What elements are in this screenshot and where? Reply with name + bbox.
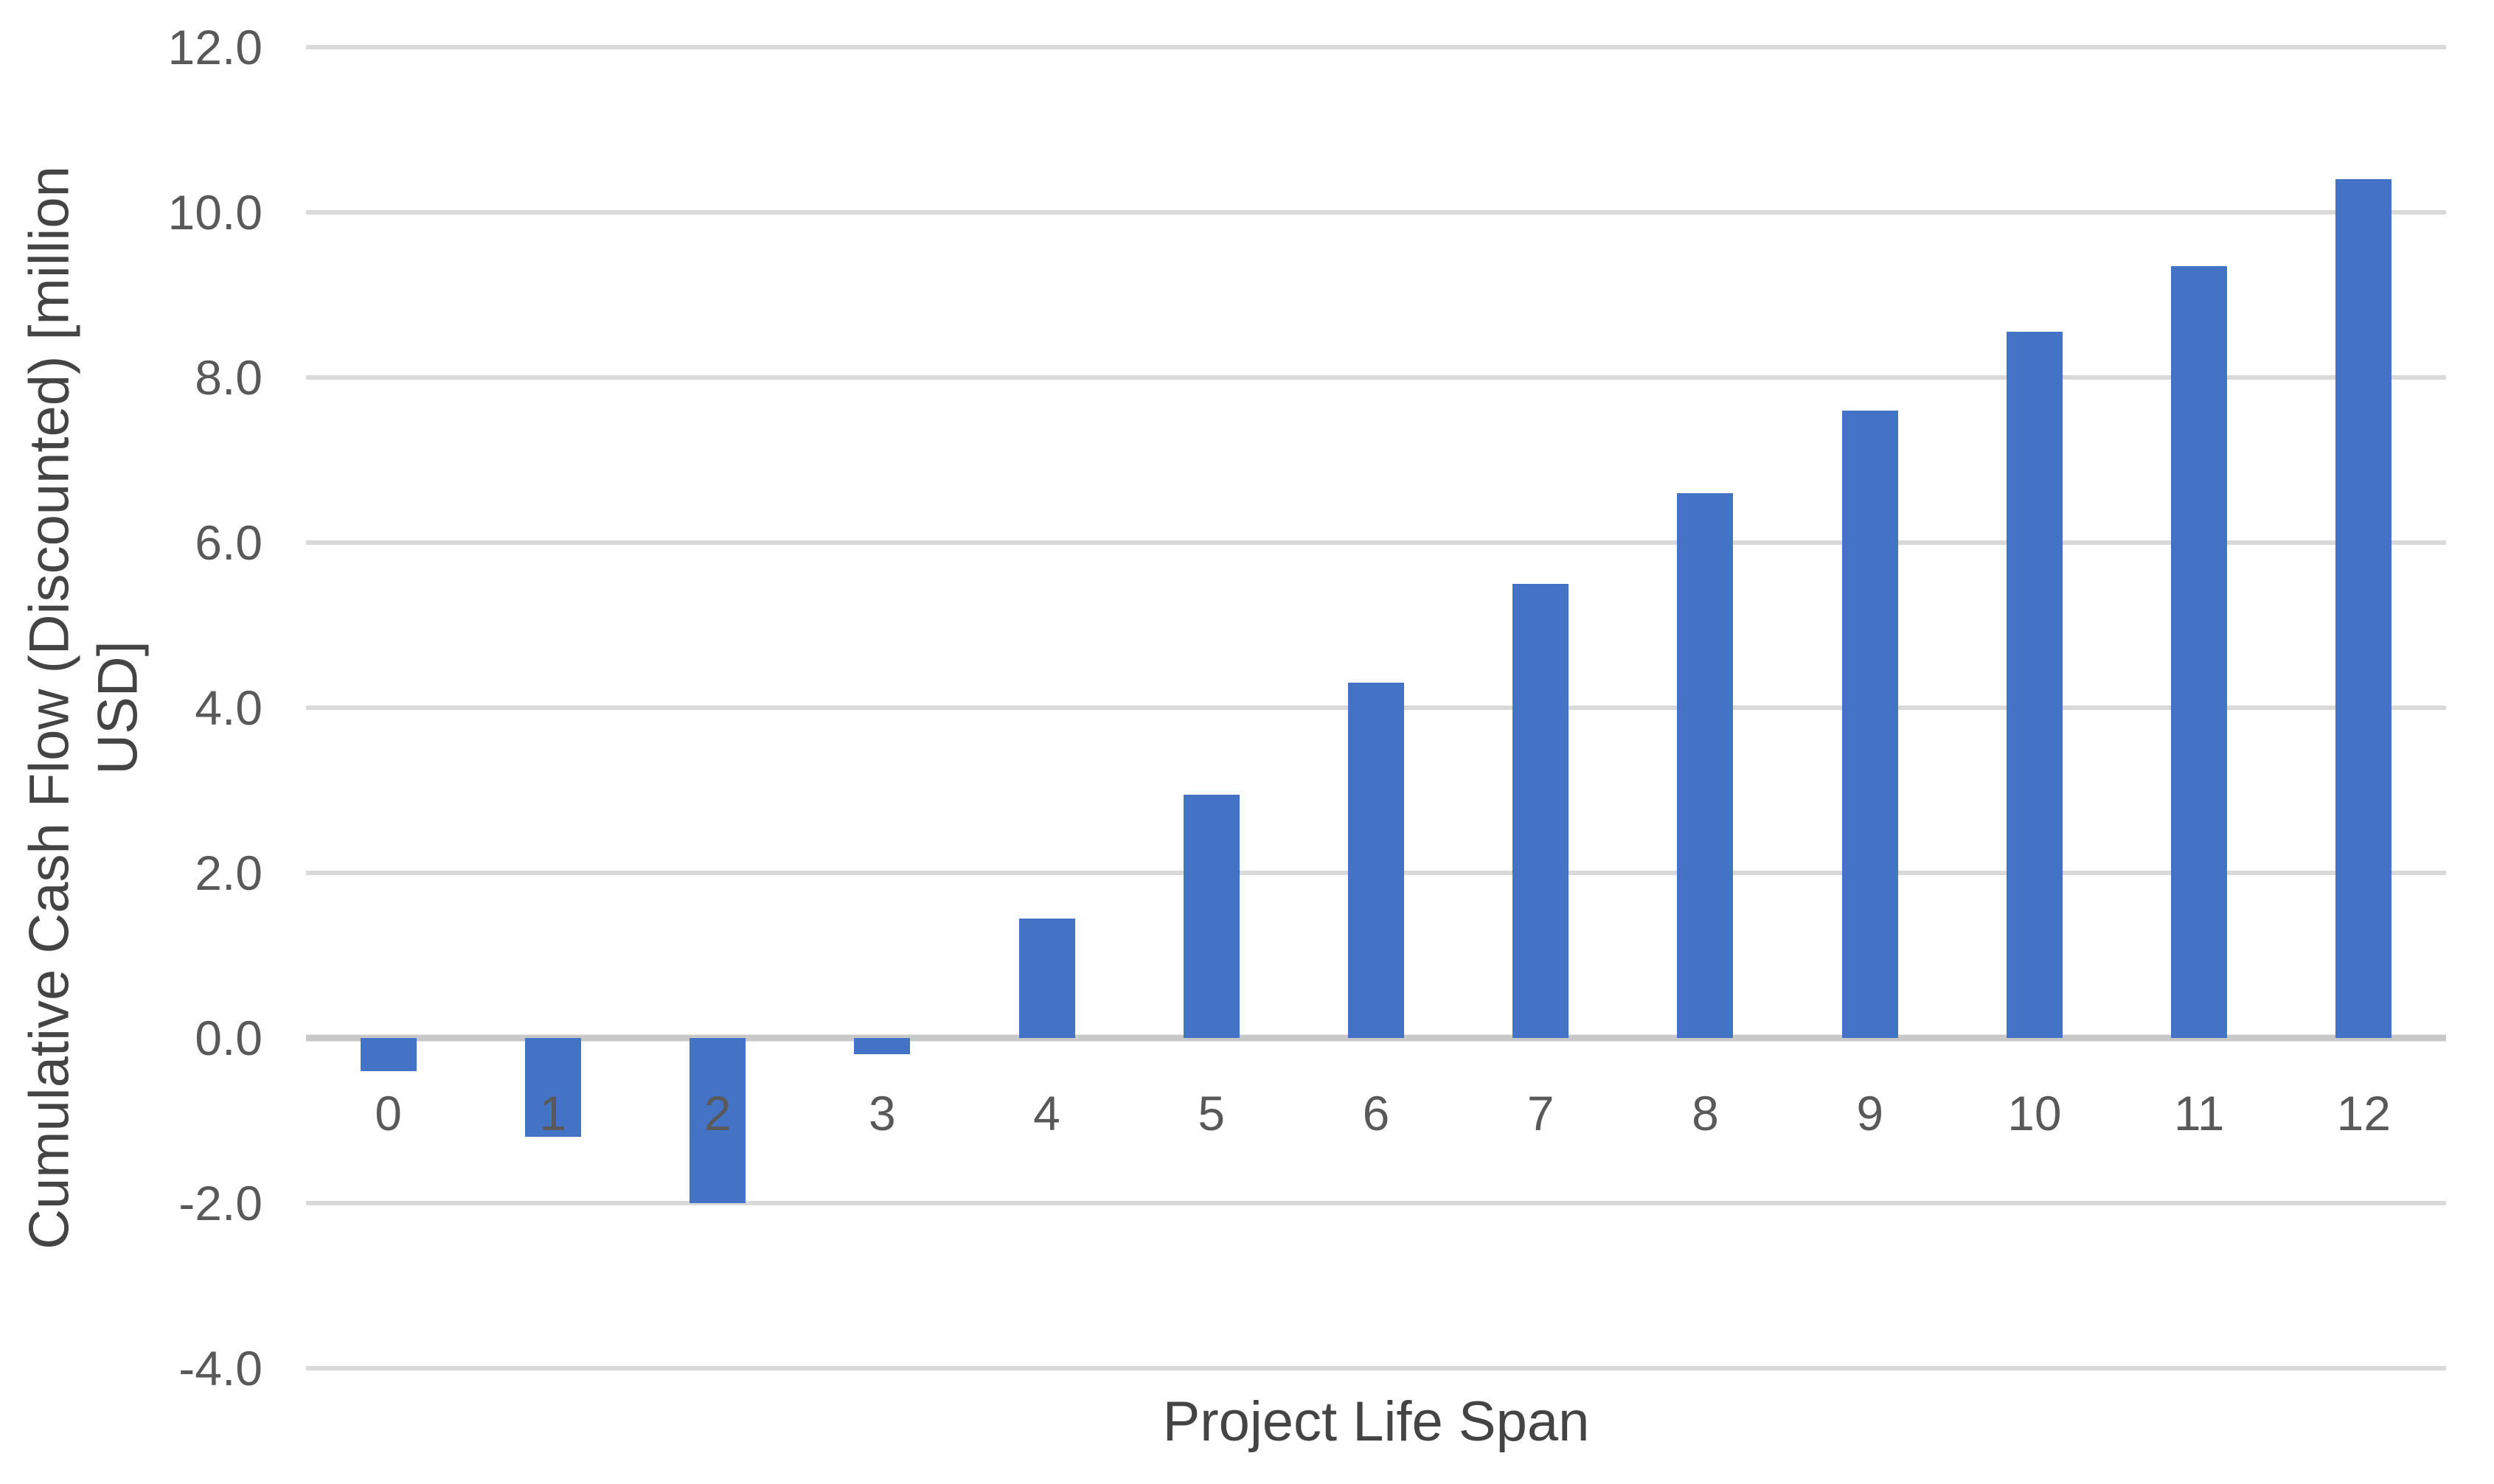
gridline [306,210,2446,215]
y-tick-label: 12.0 [167,20,263,74]
gridline [306,375,2446,380]
x-tick-label: 0 [375,1086,402,1140]
x-tick-label: 1 [539,1086,567,1140]
x-tick-label: 7 [1526,1086,1555,1140]
x-tick-label: 6 [1362,1086,1390,1140]
bar-year-6 [1348,683,1404,1038]
bar-year-3 [854,1038,911,1055]
gridline [306,45,2446,49]
bar-year-4 [1018,918,1075,1038]
y-tick-label: 8.0 [195,350,263,405]
x-axis-zero-line [306,1034,2446,1042]
x-tick-label: 8 [1692,1086,1719,1140]
bar-year-12 [2335,179,2392,1038]
gridline [306,540,2446,545]
x-tick-label: 10 [2007,1086,2062,1140]
bar-year-8 [1677,492,1734,1038]
y-tick-label: 10.0 [167,185,263,240]
x-tick-label: 5 [1198,1086,1226,1140]
y-tick-label: 4.0 [195,680,263,735]
gridline [306,1366,2446,1370]
x-tick-label: 4 [1033,1086,1060,1140]
bar-year-9 [1841,410,1898,1038]
x-tick-label: 9 [1856,1086,1884,1140]
y-tick-label: 2.0 [195,846,263,900]
x-tick-label: 12 [2336,1086,2391,1140]
x-tick-label: 11 [2173,1086,2225,1140]
bar-year-2 [690,1038,746,1203]
x-axis-title: Project Life Span [1162,1390,1590,1453]
x-tick-label: 2 [704,1086,732,1140]
y-tick-label: -2.0 [178,1176,263,1230]
bar-year-7 [1512,584,1569,1038]
bar-year-0 [360,1038,417,1071]
y-tick-label: 6.0 [195,515,263,570]
bar-year-5 [1183,794,1240,1038]
plot-area: 0 1 2 3 4 5 6 7 8 9 10 11 12 [306,45,2446,1370]
bar-year-10 [2006,332,2063,1038]
y-axis-tick-labels: 12.0 10.0 8.0 6.0 4.0 2.0 0.0 -2.0 -4.0 [0,20,263,1396]
gridline [306,1201,2446,1205]
x-tick-label: 3 [868,1086,896,1140]
y-tick-label: -4.0 [178,1341,263,1396]
bar-year-1 [524,1038,581,1138]
y-tick-label: 0.0 [195,1011,263,1065]
bar-year-11 [2171,265,2228,1038]
